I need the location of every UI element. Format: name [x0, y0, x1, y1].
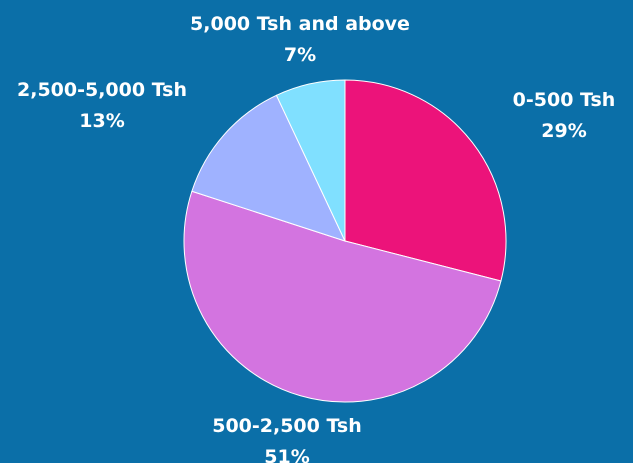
slice-percent-label-4: 7%: [284, 44, 316, 66]
slice-percent-label-1: 29%: [541, 120, 586, 142]
slice-label-3: 2,500-5,000 Tsh: [17, 79, 187, 101]
pie-labels: 0-500 Tsh 29% 500-2,500 Tsh 51% 2,500-5,000 …: [17, 13, 615, 463]
pie-slice-2: [183, 190, 502, 403]
pie-slice-1: [344, 79, 507, 282]
pie-slices: [183, 79, 507, 403]
slice-percent-label-2: 51%: [264, 446, 309, 463]
slice-percent-label-3: 13%: [79, 110, 124, 132]
slice-label-2: 500-2,500 Tsh: [212, 415, 362, 437]
pie-slice-4: [275, 79, 346, 242]
slice-label-1: 0-500 Tsh: [513, 89, 616, 111]
slice-label-4: 5,000 Tsh and above: [190, 13, 410, 35]
pie-slice-3: [191, 94, 346, 242]
